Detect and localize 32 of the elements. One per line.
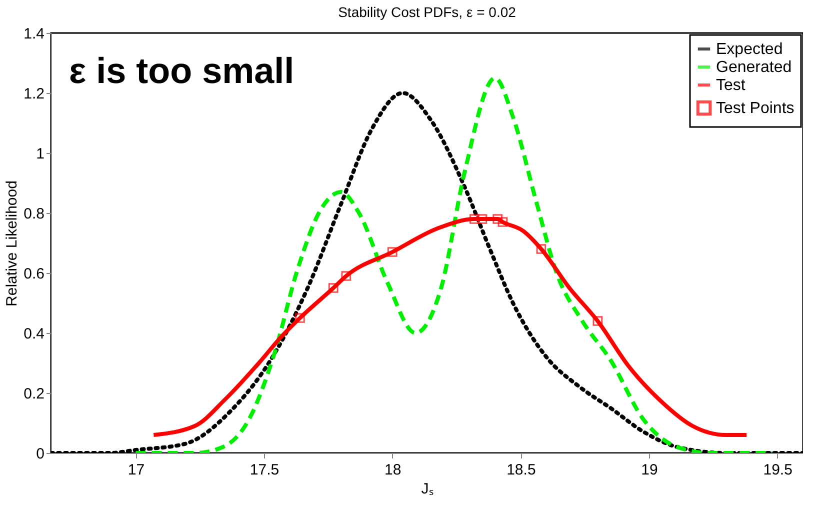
legend-label: Generated bbox=[716, 59, 792, 76]
point bbox=[536, 244, 546, 254]
x-tick-label: 19 bbox=[641, 462, 658, 478]
point bbox=[470, 214, 480, 224]
y-tick-label: 0 bbox=[36, 446, 44, 462]
point bbox=[328, 283, 338, 293]
y-tick-label: 1.4 bbox=[24, 26, 44, 42]
x-axis-title: Jₛ bbox=[421, 480, 434, 498]
point bbox=[592, 316, 603, 326]
y-tick-label: 1.2 bbox=[24, 86, 44, 102]
point bbox=[295, 313, 305, 323]
x-tick-label: 19.5 bbox=[763, 462, 792, 478]
x-tick-label: 17 bbox=[128, 462, 145, 478]
point bbox=[341, 271, 352, 281]
y-tick-label: 0.6 bbox=[24, 266, 44, 282]
chart-title: Stability Cost PDFs, ε = 0.02 bbox=[338, 4, 516, 20]
legend-label: Test Points bbox=[716, 100, 794, 117]
point bbox=[477, 214, 488, 224]
legend-label: Test bbox=[716, 77, 746, 94]
legend-label: Expected bbox=[716, 41, 783, 58]
y-tick-label: 0.4 bbox=[24, 326, 44, 342]
point bbox=[498, 217, 508, 227]
x-tick-label: 18.5 bbox=[506, 462, 536, 478]
y-tick-label: 0.2 bbox=[24, 386, 44, 402]
x-tick-label: 18 bbox=[384, 462, 402, 478]
y-axis-title: Relative Likelihood bbox=[4, 180, 21, 306]
point bbox=[387, 247, 398, 257]
y-tick-label: 0.8 bbox=[24, 206, 44, 222]
annotation: ε is too small bbox=[69, 50, 294, 91]
point bbox=[492, 214, 503, 224]
x-tick-label: 17.5 bbox=[250, 462, 280, 478]
y-tick-label: 1 bbox=[36, 146, 44, 162]
